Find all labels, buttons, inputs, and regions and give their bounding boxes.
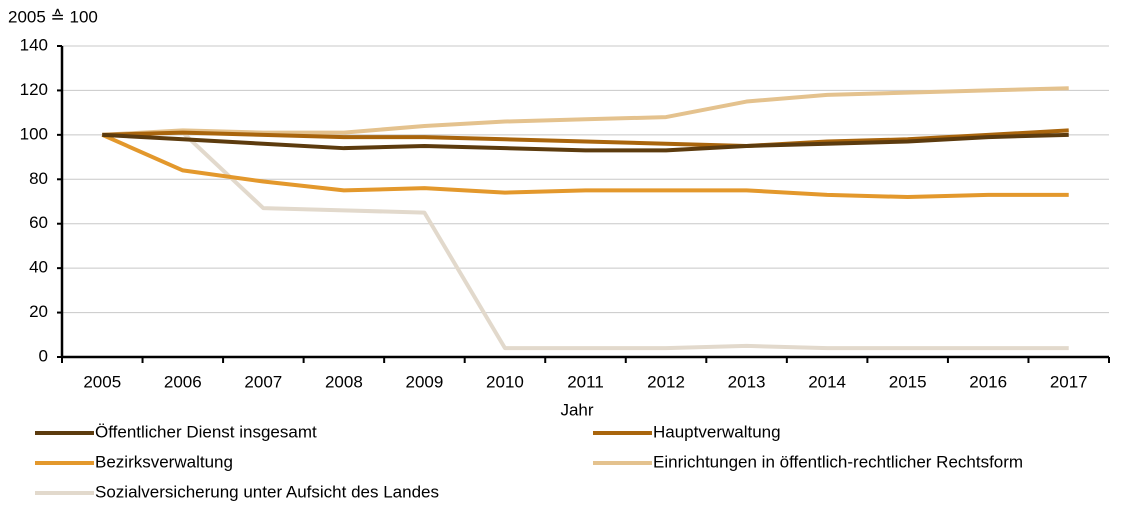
x-tick-label: 2011: [567, 372, 604, 391]
series-line: [102, 128, 1069, 148]
x-tick-label: 2014: [808, 372, 846, 391]
y-tick-label: 0: [39, 346, 48, 365]
y-tick-label: 140: [20, 35, 48, 54]
x-tick-label: 2017: [1050, 372, 1088, 391]
series-line: [102, 132, 1069, 153]
y-tick-label: 20: [29, 302, 48, 321]
x-tick-label: 2012: [647, 372, 685, 391]
y-tick-label: 120: [20, 80, 48, 99]
x-tick-label: 2013: [728, 372, 766, 391]
legend-label: Hauptverwaltung: [653, 422, 781, 441]
x-tick-label: 2010: [486, 372, 524, 391]
legend-label: Einrichtungen in öffentlich-rechtlicher …: [653, 452, 1023, 471]
x-tick-label: 2009: [406, 372, 444, 391]
series-line: [101, 133, 1069, 200]
x-tick-label: 2008: [325, 372, 363, 391]
y-tick-label: 60: [29, 213, 48, 232]
x-tick-label: 2016: [969, 372, 1007, 391]
x-tick-label: 2015: [889, 372, 927, 391]
y-tick-label: 100: [20, 124, 48, 143]
x-tick-label: 2007: [244, 372, 282, 391]
legend-label: Sozialversicherung unter Aufsicht des La…: [95, 482, 439, 501]
legend-label: Bezirksverwaltung: [95, 452, 233, 471]
y-axis-label: 2005 ≙ 100: [8, 7, 98, 26]
y-tick-label: 40: [29, 258, 48, 277]
x-tick-label: 2006: [164, 372, 202, 391]
series-line: [102, 130, 1069, 351]
legend-label: Öffentlicher Dienst insgesamt: [95, 422, 317, 441]
y-tick-label: 80: [29, 169, 48, 188]
x-tick-label: 2005: [83, 372, 121, 391]
series-line: [102, 86, 1069, 137]
x-axis-label: Jahr: [560, 400, 593, 419]
